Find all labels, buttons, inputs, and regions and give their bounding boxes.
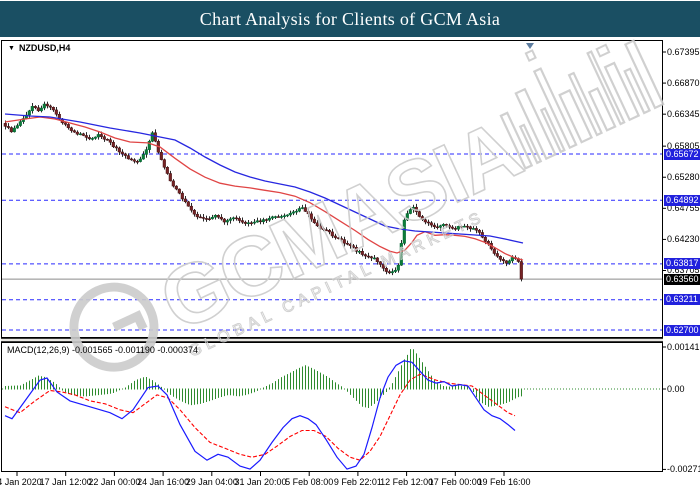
price-axis-label: 0.65805 [667, 140, 700, 151]
macd-indicator-pane[interactable] [1, 342, 663, 472]
symbol-text: NZDUSD,H4 [18, 43, 71, 53]
time-axis-label[interactable]: 5 Feb 08:00 [285, 477, 334, 487]
time-axis-label[interactable]: 14 Jan 2020 [0, 477, 42, 487]
time-axis-label[interactable]: 17 Jan 12:00 [39, 477, 92, 487]
time-axis-label[interactable]: 31 Jan 20:00 [234, 477, 287, 487]
current-price-label: 0.63560 [664, 273, 700, 285]
price-axis-label: 0.66870 [667, 77, 700, 88]
price-axis-label: 0.65280 [667, 171, 700, 182]
level-price-label: 0.65672 [664, 148, 700, 160]
time-axis-label[interactable]: 12 Feb 12:00 [380, 477, 434, 487]
collapse-triangle-icon[interactable]: ▼ [8, 44, 15, 52]
price-axis-label: 0.63705 [667, 264, 700, 275]
time-axis-label[interactable]: 17 Feb 00:00 [428, 477, 482, 487]
macd-axis-label: 0.001416 [667, 341, 700, 352]
time-axis-label[interactable]: 29 Jan 04:00 [185, 477, 238, 487]
price-axis-label: 0.66345 [667, 108, 700, 119]
price-chart-pane[interactable] [1, 40, 663, 338]
time-axis-label[interactable]: 22 Jan 00:00 [88, 477, 141, 487]
chart-shift-marker-icon [526, 43, 534, 49]
macd-axis-label: 0.00 [667, 383, 685, 394]
title-banner: Chart Analysis for Clients of GCM Asia [0, 1, 700, 37]
price-axis-label: 0.64755 [667, 202, 700, 213]
macd-indicator-label: MACD(12,26,9) -0.001565 -0.001190 -0.000… [7, 345, 198, 355]
macd-axis-label: -0.002711 [667, 463, 700, 474]
level-price-label: 0.63211 [664, 294, 700, 306]
time-axis[interactable] [1, 473, 663, 493]
time-axis-label[interactable]: 9 Feb 22:01 [333, 477, 382, 487]
level-price-label: 0.62700 [664, 324, 700, 336]
level-price-label: 0.63817 [664, 258, 700, 270]
page-title: Chart Analysis for Clients of GCM Asia [199, 8, 501, 29]
level-price-label: 0.64892 [664, 194, 700, 206]
price-axis[interactable] [664, 40, 700, 472]
price-axis-label: 0.67395 [667, 46, 700, 57]
symbol-label: ▼ NZDUSD,H4 [8, 43, 70, 53]
time-axis-label[interactable]: 24 Jan 16:00 [137, 477, 190, 487]
time-axis-label[interactable]: 19 Feb 16:00 [477, 477, 531, 487]
price-axis-label: 0.64230 [667, 233, 700, 244]
pane-separator[interactable] [1, 338, 663, 342]
